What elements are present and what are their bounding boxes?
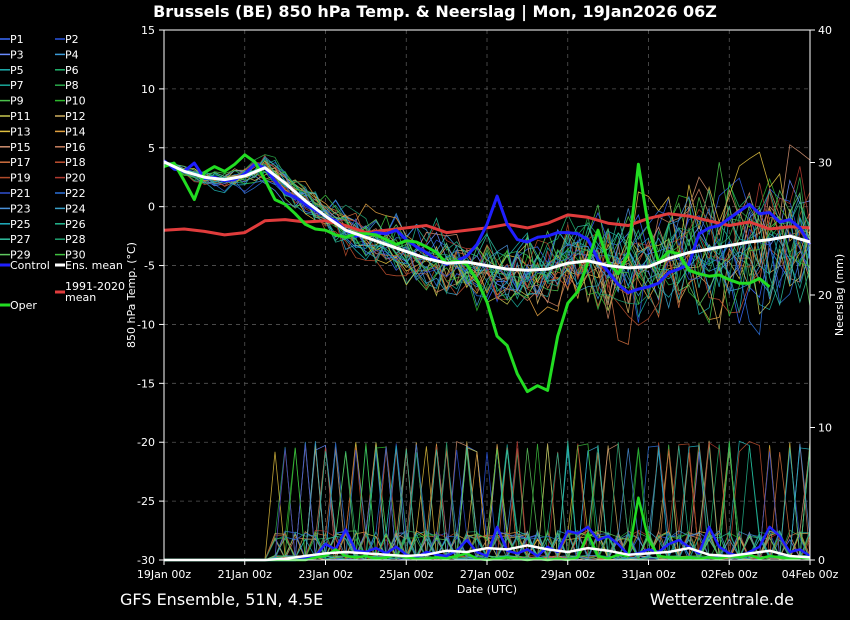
- y-axis-label: 850 hPa Temp. (°C): [125, 242, 138, 348]
- legend-label-p27: P27: [10, 233, 31, 246]
- legend-label-p16: P16: [65, 141, 86, 154]
- temp-layer: [163, 144, 812, 394]
- temp-line-oper: [163, 153, 771, 394]
- x-tick-label: 21Jan 00z: [218, 568, 272, 581]
- legend-label-line-1: 1991-2020: [65, 280, 125, 293]
- legend-label-p6: P6: [65, 64, 79, 77]
- legend-label-p19: P19: [10, 172, 31, 185]
- y-tick-label: -5: [144, 260, 155, 273]
- legend-label-p1: P1: [10, 33, 24, 46]
- legend-label-p15: P15: [10, 141, 31, 154]
- legend-label-p7: P7: [10, 79, 24, 92]
- x-axis-label: Date (UTC): [457, 583, 517, 596]
- legend-label-ens-mean: Ens. mean: [65, 259, 123, 272]
- legend-label-p29: P29: [10, 249, 31, 262]
- legend-label-p11: P11: [10, 110, 31, 123]
- temp-line-p26: [163, 158, 811, 300]
- legend-label-p25: P25: [10, 218, 31, 231]
- y-tick-label: -10: [137, 318, 155, 331]
- legend-label-1991-2020-mean: 1991-2020 mean: [65, 280, 125, 304]
- legend-label-control: Control: [10, 259, 50, 272]
- x-tick-label: 25Jan 00z: [379, 568, 433, 581]
- legend-label-p14: P14: [65, 125, 86, 138]
- legend-label-p12: P12: [65, 110, 86, 123]
- x-ticks: 19Jan 00z 21Jan 00z 23Jan 00z 25Jan 00z 27Ja…: [137, 560, 839, 581]
- legend-label-p23: P23: [10, 202, 31, 215]
- temp-line-p22: [163, 163, 811, 336]
- legend-label-p22: P22: [65, 187, 86, 200]
- y-tick-label: 5: [148, 142, 155, 155]
- legend-label-oper: Oper: [10, 299, 37, 312]
- legend-label-p2: P2: [65, 33, 79, 46]
- y2-ticks: 40 30 20 10 0: [810, 24, 832, 567]
- legend-label-p21: P21: [10, 187, 31, 200]
- legend-label-line-2: mean: [65, 291, 96, 304]
- temp-line-ens-mean: [163, 160, 811, 272]
- legend-label-p5: P5: [10, 64, 24, 77]
- y2-tick-label: 0: [818, 554, 825, 567]
- y-tick-label: 0: [148, 201, 155, 214]
- temp-line-p23: [163, 156, 811, 300]
- legend-label-p10: P10: [65, 95, 86, 108]
- x-tick-label: 23Jan 00z: [298, 568, 352, 581]
- legend-label-p4: P4: [65, 48, 79, 61]
- temp-line-1991-2020-mean: [163, 212, 811, 237]
- x-tick-label: 27Jan 00z: [460, 568, 514, 581]
- legend-label-p20: P20: [65, 172, 86, 185]
- footer-left: GFS Ensemble, 51N, 4.5E: [120, 590, 323, 609]
- legend-label-p24: P24: [65, 202, 86, 215]
- y-tick-label: -25: [137, 495, 155, 508]
- chart-title: Brussels (BE) 850 hPa Temp. & Neerslag |…: [153, 2, 717, 22]
- legend-label-p30: P30: [65, 249, 86, 262]
- temp-line-p20: [163, 160, 811, 301]
- legend: P1 P2 P3 P4 P5 P6 P7 P8 P9 P10 P11 P12 P13 P14 P15 P16 P…: [0, 33, 125, 312]
- x-tick-label: 02Feb 00z: [701, 568, 758, 581]
- x-tick-label: 29Jan 00z: [541, 568, 595, 581]
- legend-label-p26: P26: [65, 218, 86, 231]
- legend-label-p18: P18: [65, 156, 86, 169]
- legend-label-p28: P28: [65, 233, 86, 246]
- footer-right: Wetterzentrale.de: [650, 590, 794, 609]
- y-tick-label: 10: [141, 83, 155, 96]
- temp-line-p25: [163, 157, 811, 301]
- legend-label-p17: P17: [10, 156, 31, 169]
- temp-line-p18: [163, 162, 811, 314]
- temp-line-control: [163, 159, 812, 295]
- x-tick-label: 31Jan 00z: [621, 568, 675, 581]
- temp-line-p3: [163, 163, 811, 302]
- legend-label-p13: P13: [10, 125, 31, 138]
- y-tick-label: -20: [137, 436, 155, 449]
- x-tick-label: 04Feb 00z: [782, 568, 839, 581]
- y2-tick-label: 10: [818, 422, 832, 435]
- y-tick-label: -30: [137, 554, 155, 567]
- y2-axis-label: Neerslag (mm): [833, 254, 846, 336]
- legend-label-p9: P9: [10, 95, 24, 108]
- y-tick-label: 15: [141, 24, 155, 37]
- y2-tick-label: 40: [818, 24, 832, 37]
- legend-label-p3: P3: [10, 48, 24, 61]
- legend-label-p8: P8: [65, 79, 79, 92]
- y2-tick-label: 30: [818, 157, 832, 170]
- y-ticks: 15 10 5 0 -5 -10 -15 -20 -25 -30: [137, 24, 164, 567]
- y-tick-label: -15: [137, 377, 155, 390]
- temp-line-p29: [163, 159, 811, 307]
- y2-tick-label: 20: [818, 289, 832, 302]
- x-tick-label: 19Jan 00z: [137, 568, 191, 581]
